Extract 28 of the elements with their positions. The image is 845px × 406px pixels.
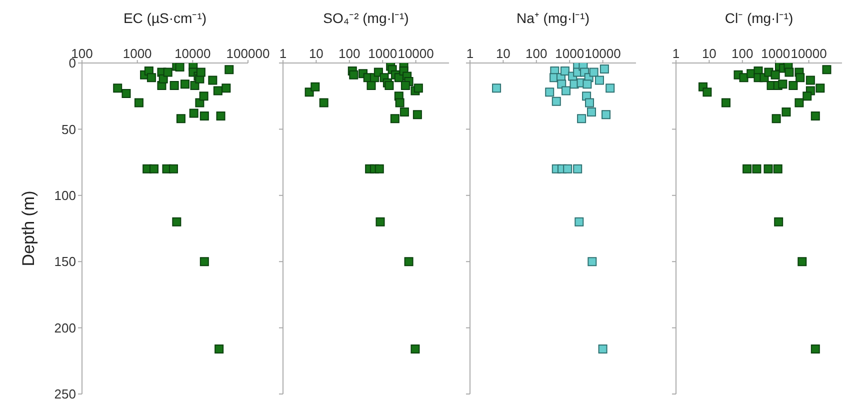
y-tick-label: 150	[54, 254, 76, 270]
x-tick-label: 1000	[368, 46, 398, 61]
x-tick-label: 10000	[398, 46, 434, 61]
chart-title: Na⁺ (mg·l⁻¹)	[516, 9, 590, 27]
x-tick-label: 1000	[761, 46, 790, 61]
chart-title: SO₄⁻² (mg·l⁻¹)	[322, 9, 410, 27]
x-tick-label: 1000	[555, 46, 584, 61]
x-tick-label: 1000	[122, 46, 152, 61]
y-tick-label: 50	[62, 122, 76, 137]
x-tick-label: 100000	[226, 46, 270, 61]
x-tick-label: 10	[308, 46, 324, 61]
x-tick-label: 10000	[790, 46, 827, 61]
y-tick-label: 200	[54, 320, 76, 336]
chart-title: Cl⁻ (mg·l⁻¹)	[724, 9, 794, 27]
y-axis-title: Depth (m)	[19, 190, 38, 266]
x-tick-label: 1	[466, 46, 474, 61]
x-tick-label: 1	[672, 46, 680, 61]
x-tick-label: 1	[279, 46, 287, 61]
x-tick-label: 100	[732, 46, 754, 61]
y-tick-label: 250	[54, 386, 76, 402]
x-tick-label: 100	[338, 46, 360, 61]
y-tick-label: 100	[54, 188, 76, 204]
x-tick-label: 10	[702, 46, 716, 61]
x-tick-label: 10000	[174, 46, 211, 61]
x-tick-label: 10000	[584, 46, 621, 61]
x-tick-label: 10	[496, 46, 510, 61]
chart-title: EC (µS·cm⁻¹)	[122, 9, 208, 27]
x-tick-label: 100	[526, 46, 548, 61]
